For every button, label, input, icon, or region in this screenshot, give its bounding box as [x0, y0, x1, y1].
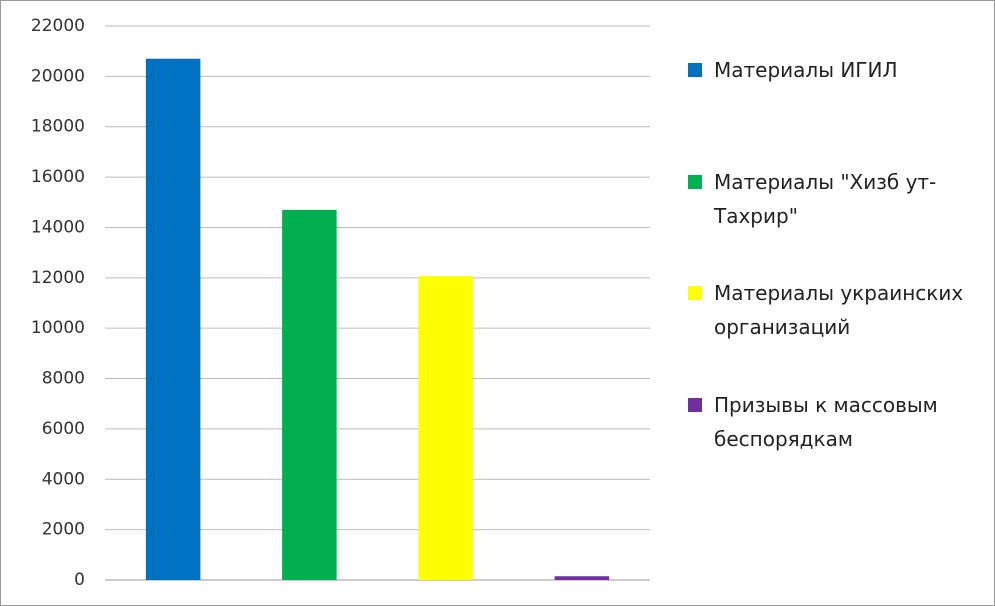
legend-item: Призывы к массовым беспорядкам: [688, 388, 968, 456]
bar: [145, 58, 201, 580]
legend-swatch: [688, 63, 702, 77]
legend-label: Материалы "Хизб ут-Тахрир": [714, 170, 937, 228]
y-tick-label: 16000: [31, 167, 85, 187]
y-tick-label: 22000: [31, 16, 85, 36]
y-tick-label: 10000: [31, 318, 85, 338]
bar: [282, 209, 337, 580]
y-tick-label: 18000: [31, 117, 85, 137]
legend-item: Материалы "Хизб ут-Тахрир": [688, 165, 968, 233]
y-tick-label: 2000: [42, 520, 85, 540]
bar: [418, 276, 473, 580]
y-tick-label: 0: [74, 570, 85, 590]
legend-swatch: [688, 175, 702, 189]
bar: [554, 576, 610, 580]
legend-swatch: [688, 398, 702, 412]
legend-label: Призывы к массовым беспорядкам: [714, 393, 938, 451]
y-tick-label: 4000: [42, 469, 85, 489]
y-tick-label: 14000: [31, 217, 85, 237]
legend-item: Материалы украинских организаций: [688, 276, 968, 344]
legend-label: Материалы ИГИЛ: [714, 58, 898, 82]
y-tick-label: 12000: [31, 268, 85, 288]
y-tick-label: 20000: [31, 66, 85, 86]
legend-item: Материалы ИГИЛ: [688, 53, 968, 87]
y-tick-label: 8000: [42, 369, 85, 389]
legend-label: Материалы украинских организаций: [714, 281, 964, 339]
legend-swatch: [688, 286, 702, 300]
y-tick-label: 6000: [42, 419, 85, 439]
